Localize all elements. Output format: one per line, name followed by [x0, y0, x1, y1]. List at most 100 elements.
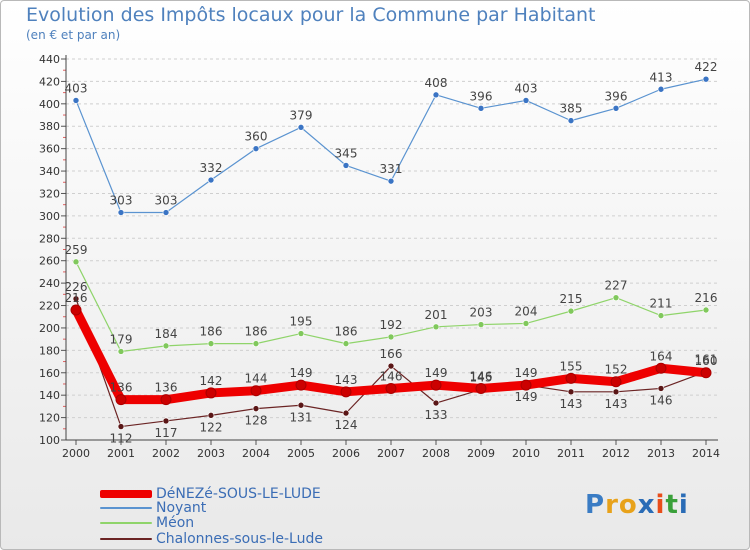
data-label-noyant-2010: 403 — [515, 81, 538, 95]
series-point-d-nez-sous-le-lude-2000 — [70, 304, 82, 316]
data-label-chalonnes-sous-le-lude-2007: 166 — [380, 347, 403, 361]
data-label-d-nez-sous-le-lude-2005: 149 — [290, 366, 313, 380]
series-point-noyant-2011 — [567, 117, 575, 124]
series-point-noyant-2005 — [297, 124, 305, 131]
series-point-noyant-2006 — [342, 162, 350, 169]
series-point-d-nez-sous-le-lude-2004 — [250, 385, 262, 397]
data-label-m-on-2011: 215 — [560, 292, 583, 306]
series-point-m-on-2005 — [297, 330, 305, 337]
series-point-chalonnes-sous-le-lude-2005 — [297, 401, 305, 409]
series-point-chalonnes-sous-le-lude-2001 — [117, 423, 125, 430]
data-label-d-nez-sous-le-lude-2000: 216 — [65, 291, 88, 305]
data-label-chalonnes-sous-le-lude-2006: 124 — [335, 418, 358, 432]
data-label-chalonnes-sous-le-lude-2002: 117 — [155, 426, 178, 440]
x-tick-label-2010: 2010 — [512, 447, 540, 460]
series-point-m-on-2011 — [567, 307, 575, 315]
series-point-noyant-2008 — [432, 91, 440, 99]
chart-title: Evolution des Impôts locaux pour la Comm… — [26, 4, 596, 26]
y-tick-label-300: 300 — [39, 210, 60, 223]
data-label-chalonnes-sous-le-lude-2003: 122 — [200, 420, 223, 434]
y-tick-label-420: 420 — [39, 75, 60, 88]
data-label-noyant-2009: 396 — [470, 89, 493, 103]
logo-letter: r — [605, 490, 619, 520]
data-label-m-on-2004: 186 — [245, 325, 268, 339]
chart-subtitle: (en € et par an) — [26, 28, 121, 42]
x-tick-label-2006: 2006 — [332, 447, 360, 460]
legend-swatch-noyant — [100, 507, 152, 509]
y-tick-label-400: 400 — [39, 98, 60, 111]
series-point-d-nez-sous-le-lude-2003 — [205, 387, 217, 399]
data-label-noyant-2007: 331 — [380, 162, 403, 176]
y-tick-label-260: 260 — [39, 255, 60, 268]
data-label-m-on-2005: 195 — [290, 315, 313, 329]
data-label-noyant-2004: 360 — [245, 130, 268, 144]
series-point-noyant-2000 — [72, 97, 80, 104]
y-tick-label-320: 320 — [39, 187, 60, 200]
data-label-chalonnes-sous-le-lude-2014: 161 — [695, 353, 718, 367]
data-label-chalonnes-sous-le-lude-2008: 133 — [425, 408, 448, 422]
data-label-d-nez-sous-le-lude-2007: 146 — [380, 369, 403, 383]
series-point-d-nez-sous-le-lude-2011 — [565, 372, 577, 384]
y-tick-label-360: 360 — [39, 143, 60, 156]
series-point-m-on-2013 — [657, 312, 665, 319]
series-point-d-nez-sous-le-lude-2008 — [430, 379, 442, 391]
legend-item-meon: Méon — [100, 515, 194, 531]
data-label-m-on-2000: 259 — [65, 243, 88, 257]
y-tick-label-280: 280 — [39, 232, 60, 245]
x-tick-label-2012: 2012 — [602, 447, 630, 460]
data-label-chalonnes-sous-le-lude-2009: 145 — [470, 371, 493, 385]
data-label-noyant-2013: 413 — [650, 70, 673, 84]
series-point-chalonnes-sous-le-lude-2000 — [72, 295, 80, 303]
series-point-m-on-2009 — [477, 321, 485, 328]
y-tick-label-240: 240 — [39, 277, 60, 290]
series-point-chalonnes-sous-le-lude-2008 — [432, 399, 440, 407]
series-point-noyant-2009 — [477, 105, 485, 112]
series-point-d-nez-sous-le-lude-2014 — [700, 367, 712, 379]
series-point-d-nez-sous-le-lude-2007 — [385, 382, 397, 394]
y-tick-label-100: 100 — [39, 434, 60, 447]
series-point-noyant-2002 — [162, 209, 170, 216]
data-label-noyant-2005: 379 — [290, 108, 313, 122]
data-label-chalonnes-sous-le-lude-2001: 112 — [110, 432, 133, 446]
y-tick-label-180: 180 — [39, 344, 60, 357]
legend-swatch-denezesouslelude — [100, 490, 152, 498]
data-label-m-on-2001: 179 — [110, 332, 133, 346]
y-tick-label-440: 440 — [39, 53, 60, 66]
series-point-chalonnes-sous-le-lude-2011 — [567, 388, 575, 396]
y-tick-label-200: 200 — [39, 322, 60, 335]
data-label-m-on-2013: 211 — [650, 297, 673, 311]
legend-item-chalonnes: Chalonnes-sous-le-Lude — [100, 531, 323, 547]
x-tick-label-2009: 2009 — [467, 447, 495, 460]
data-label-d-nez-sous-le-lude-2006: 143 — [335, 373, 358, 387]
data-label-noyant-2003: 332 — [200, 161, 223, 175]
data-label-chalonnes-sous-le-lude-2004: 128 — [245, 414, 268, 428]
data-label-m-on-2008: 201 — [425, 308, 448, 322]
data-label-d-nez-sous-le-lude-2009: 146 — [470, 369, 493, 383]
data-label-m-on-2012: 227 — [605, 279, 628, 293]
data-label-noyant-2011: 385 — [560, 102, 583, 116]
data-label-m-on-2002: 184 — [155, 327, 178, 341]
series-point-chalonnes-sous-le-lude-2003 — [207, 412, 215, 419]
logo-letter: o — [618, 490, 638, 520]
series-point-m-on-2014 — [702, 306, 710, 314]
data-label-d-nez-sous-le-lude-2002: 136 — [155, 381, 178, 395]
series-point-m-on-2010 — [522, 320, 530, 327]
series-point-d-nez-sous-le-lude-2010 — [520, 379, 532, 391]
series-point-chalonnes-sous-le-lude-2002 — [162, 417, 170, 425]
data-label-m-on-2010: 204 — [515, 304, 538, 318]
series-point-m-on-2006 — [342, 340, 350, 347]
series-point-m-on-2001 — [117, 348, 125, 355]
x-tick-label-2008: 2008 — [422, 447, 450, 460]
series-point-d-nez-sous-le-lude-2013 — [655, 362, 667, 374]
x-tick-label-2002: 2002 — [152, 447, 180, 460]
data-label-m-on-2003: 186 — [200, 325, 223, 339]
data-label-noyant-2000: 403 — [65, 81, 88, 95]
series-point-noyant-2013 — [657, 85, 665, 93]
data-label-chalonnes-sous-le-lude-2013: 146 — [650, 393, 673, 407]
series-point-noyant-2001 — [117, 209, 125, 216]
series-point-d-nez-sous-le-lude-2009 — [475, 382, 487, 394]
series-point-noyant-2007 — [387, 177, 395, 185]
x-tick-label-2001: 2001 — [107, 447, 135, 460]
data-label-d-nez-sous-le-lude-2011: 155 — [560, 359, 583, 373]
